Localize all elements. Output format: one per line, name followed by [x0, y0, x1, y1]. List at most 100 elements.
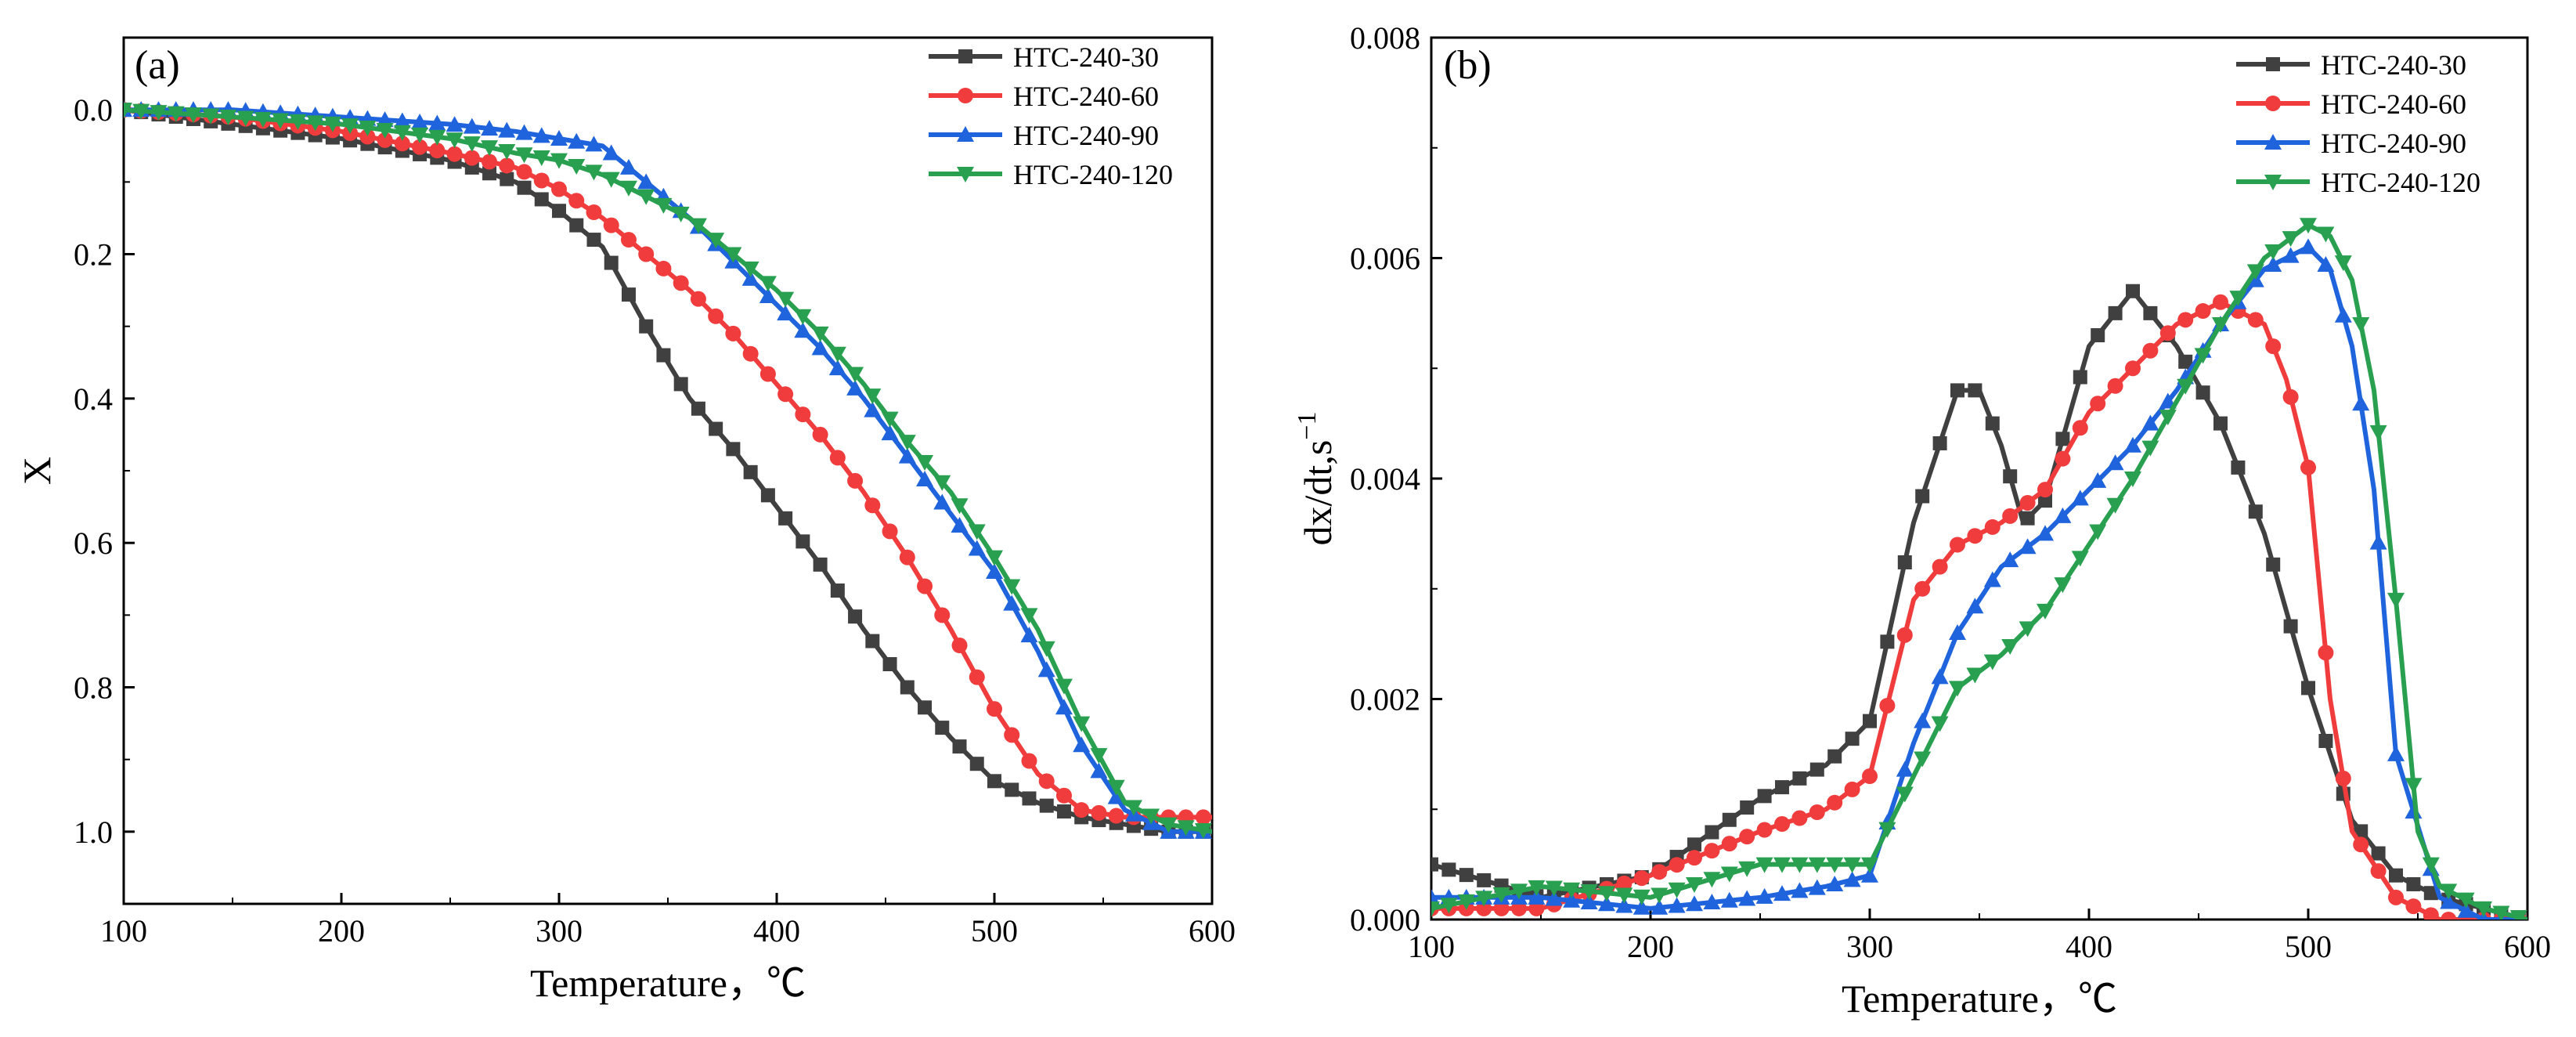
data-point [987, 774, 1001, 789]
data-point [2107, 378, 2123, 394]
data-point [811, 339, 829, 356]
data-point [2124, 472, 2141, 487]
data-point [1142, 808, 1160, 825]
data-point [1598, 886, 1615, 902]
data-point [1615, 887, 1633, 904]
data-point [2213, 294, 2228, 310]
data-point [1039, 798, 1054, 813]
data-point [1160, 817, 1178, 833]
data-point [2352, 395, 2370, 411]
data-point [1073, 802, 1090, 818]
data-point [602, 172, 620, 188]
x-axis-title: Temperature，℃ [1842, 977, 2117, 1021]
data-point [1687, 837, 1701, 852]
data-point [1704, 843, 1720, 859]
data-point [1968, 383, 1983, 398]
data-point [1757, 789, 1772, 804]
data-point [2282, 388, 2299, 405]
data-point [2177, 312, 2194, 328]
data-point [673, 275, 689, 291]
series-HTC-240-60 [124, 102, 1212, 826]
data-point [1738, 890, 1756, 906]
data-point [1773, 857, 1791, 873]
data-point [1003, 594, 1021, 611]
data-point [1720, 866, 1738, 883]
data-point [1914, 580, 1931, 597]
data-point [1431, 888, 1440, 905]
series-line [124, 107, 1212, 834]
data-point [515, 147, 533, 164]
y-tick-label: 0.008 [1350, 20, 1420, 56]
data-point [1037, 661, 1055, 677]
data-point [811, 326, 829, 342]
data-point [1879, 697, 1896, 714]
data-point [429, 143, 446, 159]
data-point [498, 121, 516, 138]
data-point [132, 103, 150, 120]
data-point [550, 130, 568, 146]
data-point [2352, 316, 2370, 333]
data-point [2020, 511, 2035, 526]
data-point [986, 550, 1003, 566]
data-point [500, 172, 514, 186]
data-point [916, 471, 934, 487]
data-point [1457, 894, 1475, 910]
data-point [516, 164, 532, 180]
data-point [2106, 497, 2124, 514]
y-axis-title-superscript: −1 [1293, 412, 1322, 440]
data-point [882, 657, 897, 672]
data-point [428, 114, 446, 131]
data-point [2001, 638, 2019, 655]
data-point [1055, 678, 1073, 695]
data-point [900, 680, 915, 695]
data-point [846, 379, 864, 396]
data-point [2089, 472, 2107, 488]
data-point [1633, 898, 1651, 915]
data-point [881, 411, 899, 428]
data-point [1966, 598, 1984, 614]
data-point [1633, 870, 1650, 887]
data-point [777, 386, 794, 403]
data-point [1720, 891, 1738, 908]
x-tick-label: 300 [1846, 929, 1893, 964]
data-point [1616, 875, 1633, 891]
data-point [552, 204, 566, 219]
x-tick-label: 500 [971, 913, 1018, 948]
data-point [813, 557, 828, 572]
data-point [864, 401, 882, 417]
data-point [1003, 579, 1021, 595]
series-HTC-240-90 [1431, 238, 2527, 920]
data-point [428, 129, 446, 146]
data-point [1880, 634, 1895, 649]
data-point [2019, 494, 2036, 511]
data-point [848, 609, 863, 624]
data-point [656, 348, 671, 363]
data-point [619, 180, 637, 197]
data-point [1845, 732, 1860, 746]
data-point [517, 180, 532, 195]
data-point [812, 426, 828, 443]
data-point [2001, 551, 2019, 568]
data-point [1703, 894, 1721, 910]
data-point [2141, 440, 2159, 457]
data-point [1897, 555, 1912, 569]
data-point [1827, 794, 1843, 811]
data-point [2441, 912, 2457, 920]
data-point [2071, 551, 2089, 567]
x-axis-title: Temperature，℃ [530, 961, 806, 1005]
data-point [1932, 558, 1948, 575]
legend: HTC-240-30 HTC-240-60 HTC-240-90 HTC-240-12… [929, 42, 1173, 190]
y-tick-label: 0.6 [74, 526, 113, 561]
data-point [1950, 537, 1965, 553]
data-point [1528, 880, 1546, 896]
y-tick-label: 1.0 [74, 815, 113, 850]
series-line [124, 107, 1212, 834]
data-point [655, 197, 673, 214]
data-point [1844, 781, 1860, 797]
data-point [2266, 557, 2281, 572]
data-point [376, 122, 394, 139]
data-point [2055, 432, 2070, 446]
data-point [638, 246, 655, 262]
data-point [1808, 857, 1826, 873]
data-point [2159, 325, 2176, 341]
